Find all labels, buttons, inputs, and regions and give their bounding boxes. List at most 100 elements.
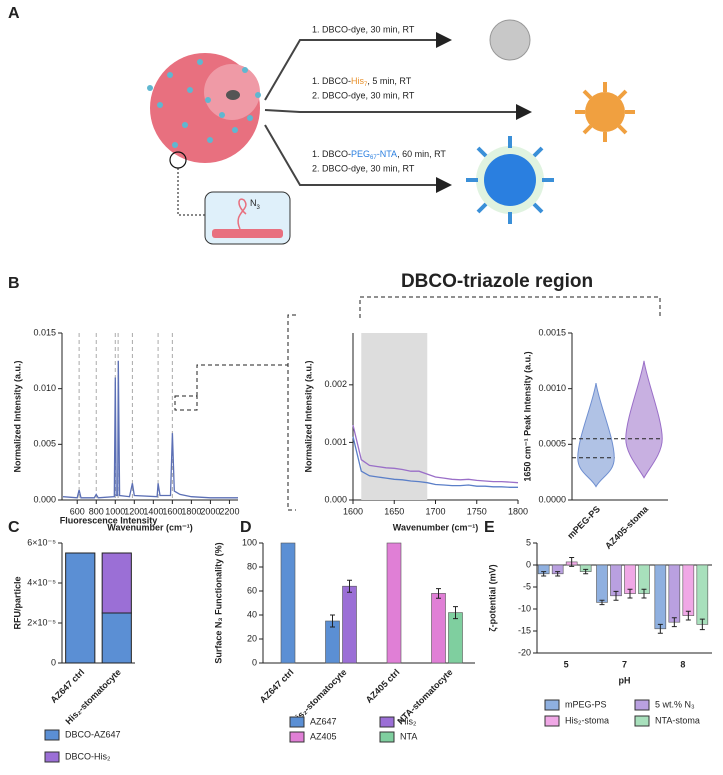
y-tick-label: 0.000	[33, 494, 56, 504]
line	[62, 360, 238, 499]
x-tick-label: 5	[564, 659, 569, 669]
y-tick-label: 0.0010	[538, 383, 566, 393]
error-bar	[453, 606, 458, 620]
error-bar	[583, 568, 589, 575]
y-tick-label: 0.0015	[538, 327, 566, 337]
y-tick-label: -5	[523, 581, 531, 591]
error-bar	[555, 571, 561, 577]
legend-label: His₂	[400, 716, 417, 726]
step: 1. DBCO-PEG67-NTA, 60 min, RT	[312, 149, 446, 160]
inset-label: N3	[250, 198, 261, 210]
bar	[448, 612, 463, 664]
legend-swatch	[44, 751, 60, 763]
error-bar	[347, 579, 352, 593]
bar	[654, 564, 667, 630]
x-tick-label: 2200	[219, 506, 239, 516]
highlight-region	[361, 333, 428, 500]
error-bar	[541, 571, 547, 577]
y-axis-label: Normalized Intensity (a.u.)	[303, 360, 313, 472]
y-tick-label: 100	[242, 537, 257, 547]
y-tick-label: 0.0000	[538, 494, 566, 504]
legend-label: NTA-stoma	[655, 715, 700, 725]
legend-label: DBCO-His₂	[65, 751, 111, 761]
y-axis-label: Surface N₃ Functionality (%)	[213, 542, 223, 663]
y-axis-label: 1650 cm⁻¹ Peak Intensity (a.u.)	[522, 351, 532, 481]
y-axis-label: RFU/particle	[12, 576, 22, 629]
x-tick-label: 1700	[425, 506, 445, 516]
y-tick-label: 0	[526, 559, 531, 569]
bar	[696, 564, 709, 625]
inset-text: N	[250, 198, 257, 208]
bar	[280, 542, 296, 664]
region-title: DBCO-triazole region	[401, 271, 593, 292]
legend-label: 5 wt.% N₃	[655, 699, 695, 709]
x-tick-label: 600	[70, 506, 85, 516]
bar	[596, 564, 608, 603]
step-text: , 60 min, RT	[397, 149, 446, 159]
inset-sub: 3	[257, 205, 261, 211]
y-tick-label: 0.000	[324, 494, 347, 504]
legend-label: NTA	[400, 731, 417, 741]
y-tick-label: 0.005	[33, 439, 56, 449]
error-bar	[569, 557, 575, 567]
x-tick-label: 1600	[162, 506, 182, 516]
y-tick-label: 40	[247, 609, 257, 619]
y-tick-label: 0	[51, 657, 56, 667]
y-tick-label: 20	[247, 633, 257, 643]
y-tick-label: 0.001	[324, 437, 347, 447]
x-tick-label: 1200	[124, 506, 144, 516]
error-bar	[436, 588, 441, 599]
bar	[431, 593, 446, 664]
y-tick-label: 4×10⁻⁵	[27, 577, 56, 587]
error-bar	[685, 610, 691, 621]
x-tick-label: 1800	[181, 506, 201, 516]
y-tick-label: 0.002	[324, 379, 347, 389]
connector	[174, 296, 661, 511]
x-tick-label: AZ647 ctrl	[258, 667, 296, 705]
x-tick-label: 7	[622, 659, 627, 669]
legend-swatch	[379, 716, 395, 728]
step-highlight: His	[351, 76, 364, 86]
legend-label: mPEG-PS	[565, 699, 607, 709]
legend-label: His₂-stoma	[565, 715, 609, 725]
error-bar	[613, 590, 619, 601]
legend-swatch	[44, 729, 60, 741]
step-highlight: PEG	[351, 149, 370, 159]
step: 2. DBCO-dye, 30 min, RT	[312, 163, 415, 173]
step-text: 1. DBCO-	[312, 76, 351, 86]
x-tick-label: 1800	[508, 506, 528, 516]
y-tick-label: 6×10⁻⁵	[27, 537, 56, 547]
legend-swatch	[379, 731, 395, 743]
step: 1. DBCO-dye, 30 min, RT	[312, 24, 415, 34]
y-tick-label: 0	[252, 657, 257, 667]
y-tick-label: 2×10⁻⁵	[27, 617, 56, 627]
violin	[577, 383, 615, 488]
step-sub: 67	[370, 155, 377, 161]
bar	[101, 552, 132, 614]
bar	[342, 585, 357, 664]
x-axis-label: pH	[619, 675, 631, 685]
step-sub: 7	[364, 82, 368, 88]
error-bar	[671, 617, 677, 628]
legend-swatch	[544, 699, 560, 711]
x-tick-label: AZ405-stoma	[603, 503, 651, 551]
x-tick-label: 800	[89, 506, 104, 516]
legend-swatch	[544, 715, 560, 727]
x-tick-label: mPEG-PS	[565, 504, 602, 541]
panel-label: B	[8, 275, 20, 292]
y-tick-label: 0.0005	[538, 439, 566, 449]
y-axis-label: Normalized Intensity (a.u.)	[12, 360, 22, 472]
legend-swatch	[289, 716, 305, 728]
error-bar	[599, 599, 605, 606]
error-bar	[627, 588, 633, 599]
y-tick-label: -10	[518, 603, 531, 613]
step-text: , 5 min, RT	[367, 76, 411, 86]
bar	[386, 542, 402, 664]
panel-label: A	[8, 5, 20, 22]
bar	[668, 564, 681, 623]
x-tick-label: 1400	[143, 506, 163, 516]
x-tick-label: 1600	[343, 506, 363, 516]
error-bar	[641, 588, 647, 599]
y-tick-label: 5	[526, 537, 531, 547]
